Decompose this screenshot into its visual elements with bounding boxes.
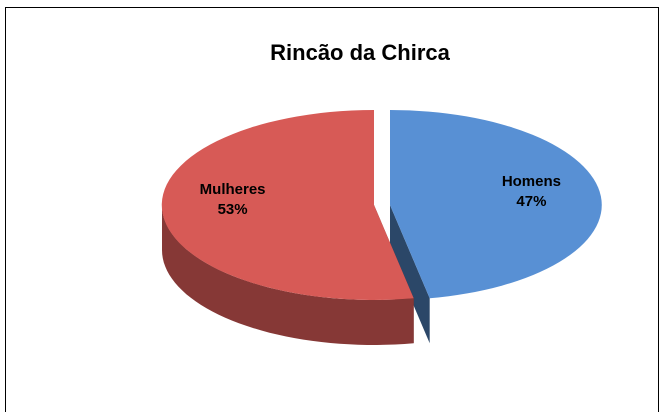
slice-value-label: 53% — [218, 201, 248, 218]
slice — [390, 110, 602, 299]
slice-label: Homens — [502, 173, 561, 190]
slice-wall — [390, 205, 430, 344]
slice-side — [162, 205, 414, 345]
slice-value-label: 47% — [516, 193, 546, 210]
slice — [161, 109, 414, 300]
chart-title: Rincão da Chirca — [270, 40, 450, 65]
slice-label: Mulheres — [200, 181, 266, 198]
